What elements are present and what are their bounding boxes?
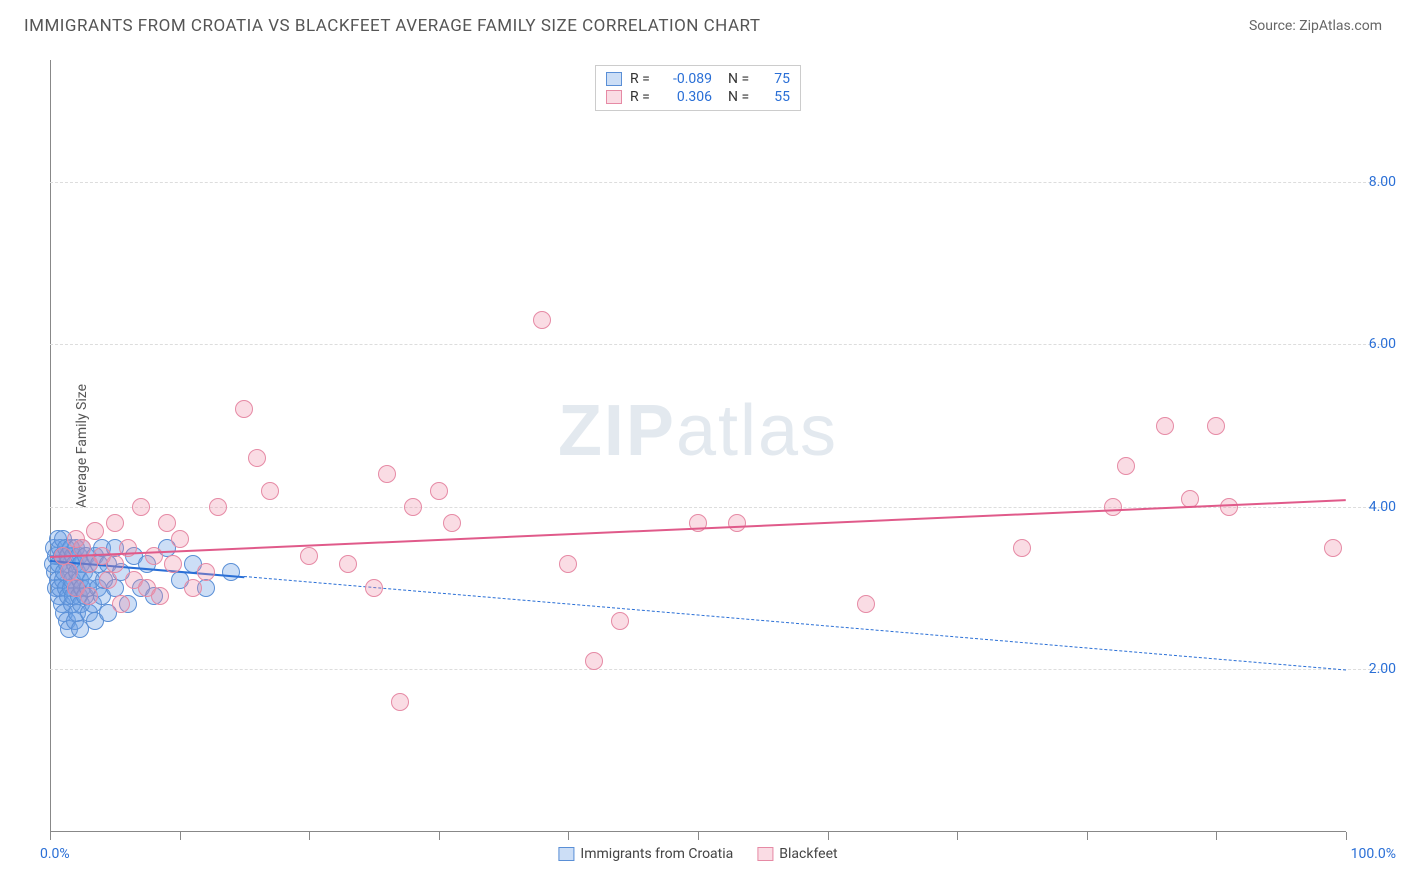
x-tick [1087, 832, 1088, 840]
data-point [1324, 539, 1342, 557]
data-point [857, 595, 875, 613]
data-point [151, 587, 169, 605]
y-tick-label: 4.00 [1369, 499, 1396, 515]
data-point [248, 449, 266, 467]
scatter-plot: ZIPatlas 2.004.006.008.00 [50, 60, 1346, 832]
watermark-bold: ZIP [558, 391, 676, 471]
legend-series-name: Blackfeet [779, 846, 837, 862]
data-point [112, 595, 130, 613]
legend-n-label: N = [728, 89, 752, 105]
data-point [533, 311, 551, 329]
data-point [430, 482, 448, 500]
x-tick [50, 832, 51, 840]
legend-row: R = 0.306 N = 55 [606, 88, 790, 106]
data-point [559, 555, 577, 573]
x-tick [698, 832, 699, 840]
data-point [391, 693, 409, 711]
data-point [365, 579, 383, 597]
legend-row: R = -0.089 N = 75 [606, 70, 790, 88]
legend-r-label: R = [630, 89, 654, 105]
chart-source: Source: ZipAtlas.com [1249, 18, 1382, 34]
legend-r-label: R = [630, 71, 654, 87]
trend-line [244, 576, 1346, 670]
watermark-text: ZIPatlas [558, 390, 838, 472]
legend-swatch [558, 847, 574, 861]
data-point [86, 522, 104, 540]
correlation-legend: R = -0.089 N = 75 R = 0.306 N = 55 [595, 65, 801, 111]
data-point [171, 530, 189, 548]
data-point [443, 514, 461, 532]
x-axis-max-label: 100.0% [1351, 846, 1396, 862]
data-point [300, 547, 318, 565]
data-point [106, 514, 124, 532]
x-tick [309, 832, 310, 840]
legend-item: Immigrants from Croatia [558, 846, 733, 862]
x-tick [439, 832, 440, 840]
data-point [197, 563, 215, 581]
data-point [235, 400, 253, 418]
legend-r-value: -0.089 [662, 71, 712, 87]
data-point [164, 555, 182, 573]
chart-title: IMMIGRANTS FROM CROATIA VS BLACKFEET AVE… [24, 16, 761, 36]
data-point [261, 482, 279, 500]
data-point [1104, 498, 1122, 516]
grid-line [50, 669, 1386, 670]
legend-swatch [757, 847, 773, 861]
y-tick-label: 6.00 [1369, 336, 1396, 352]
x-tick [180, 832, 181, 840]
data-point [1013, 539, 1031, 557]
legend-series-name: Immigrants from Croatia [580, 846, 733, 862]
data-point [209, 498, 227, 516]
legend-n-value: 75 [760, 71, 790, 87]
x-tick [1216, 832, 1217, 840]
data-point [132, 498, 150, 516]
y-tick-label: 2.00 [1369, 661, 1396, 677]
x-tick [957, 832, 958, 840]
watermark-light: atlas [676, 391, 838, 471]
data-point [184, 579, 202, 597]
data-point [611, 612, 629, 630]
data-point [106, 555, 124, 573]
series-legend: Immigrants from Croatia Blackfeet [558, 846, 837, 862]
legend-swatch [606, 72, 622, 86]
data-point [404, 498, 422, 516]
data-point [1117, 457, 1135, 475]
data-point [728, 514, 746, 532]
grid-line [50, 344, 1386, 345]
data-point [1220, 498, 1238, 516]
chart-header: IMMIGRANTS FROM CROATIA VS BLACKFEET AVE… [0, 0, 1406, 44]
x-tick [828, 832, 829, 840]
x-tick [1346, 832, 1347, 840]
data-point [145, 547, 163, 565]
data-point [1207, 417, 1225, 435]
y-axis-line [50, 60, 51, 832]
data-point [585, 652, 603, 670]
grid-line [50, 182, 1386, 183]
legend-n-value: 55 [760, 89, 790, 105]
legend-swatch [606, 90, 622, 104]
chart-area: Average Family Size ZIPatlas 2.004.006.0… [50, 60, 1346, 832]
data-point [158, 514, 176, 532]
data-point [378, 465, 396, 483]
data-point [80, 587, 98, 605]
data-point [1156, 417, 1174, 435]
data-point [222, 563, 240, 581]
legend-n-label: N = [728, 71, 752, 87]
x-tick [568, 832, 569, 840]
legend-item: Blackfeet [757, 846, 837, 862]
y-tick-label: 8.00 [1369, 174, 1396, 190]
data-point [339, 555, 357, 573]
legend-r-value: 0.306 [662, 89, 712, 105]
data-point [99, 571, 117, 589]
x-axis-min-label: 0.0% [40, 846, 70, 862]
